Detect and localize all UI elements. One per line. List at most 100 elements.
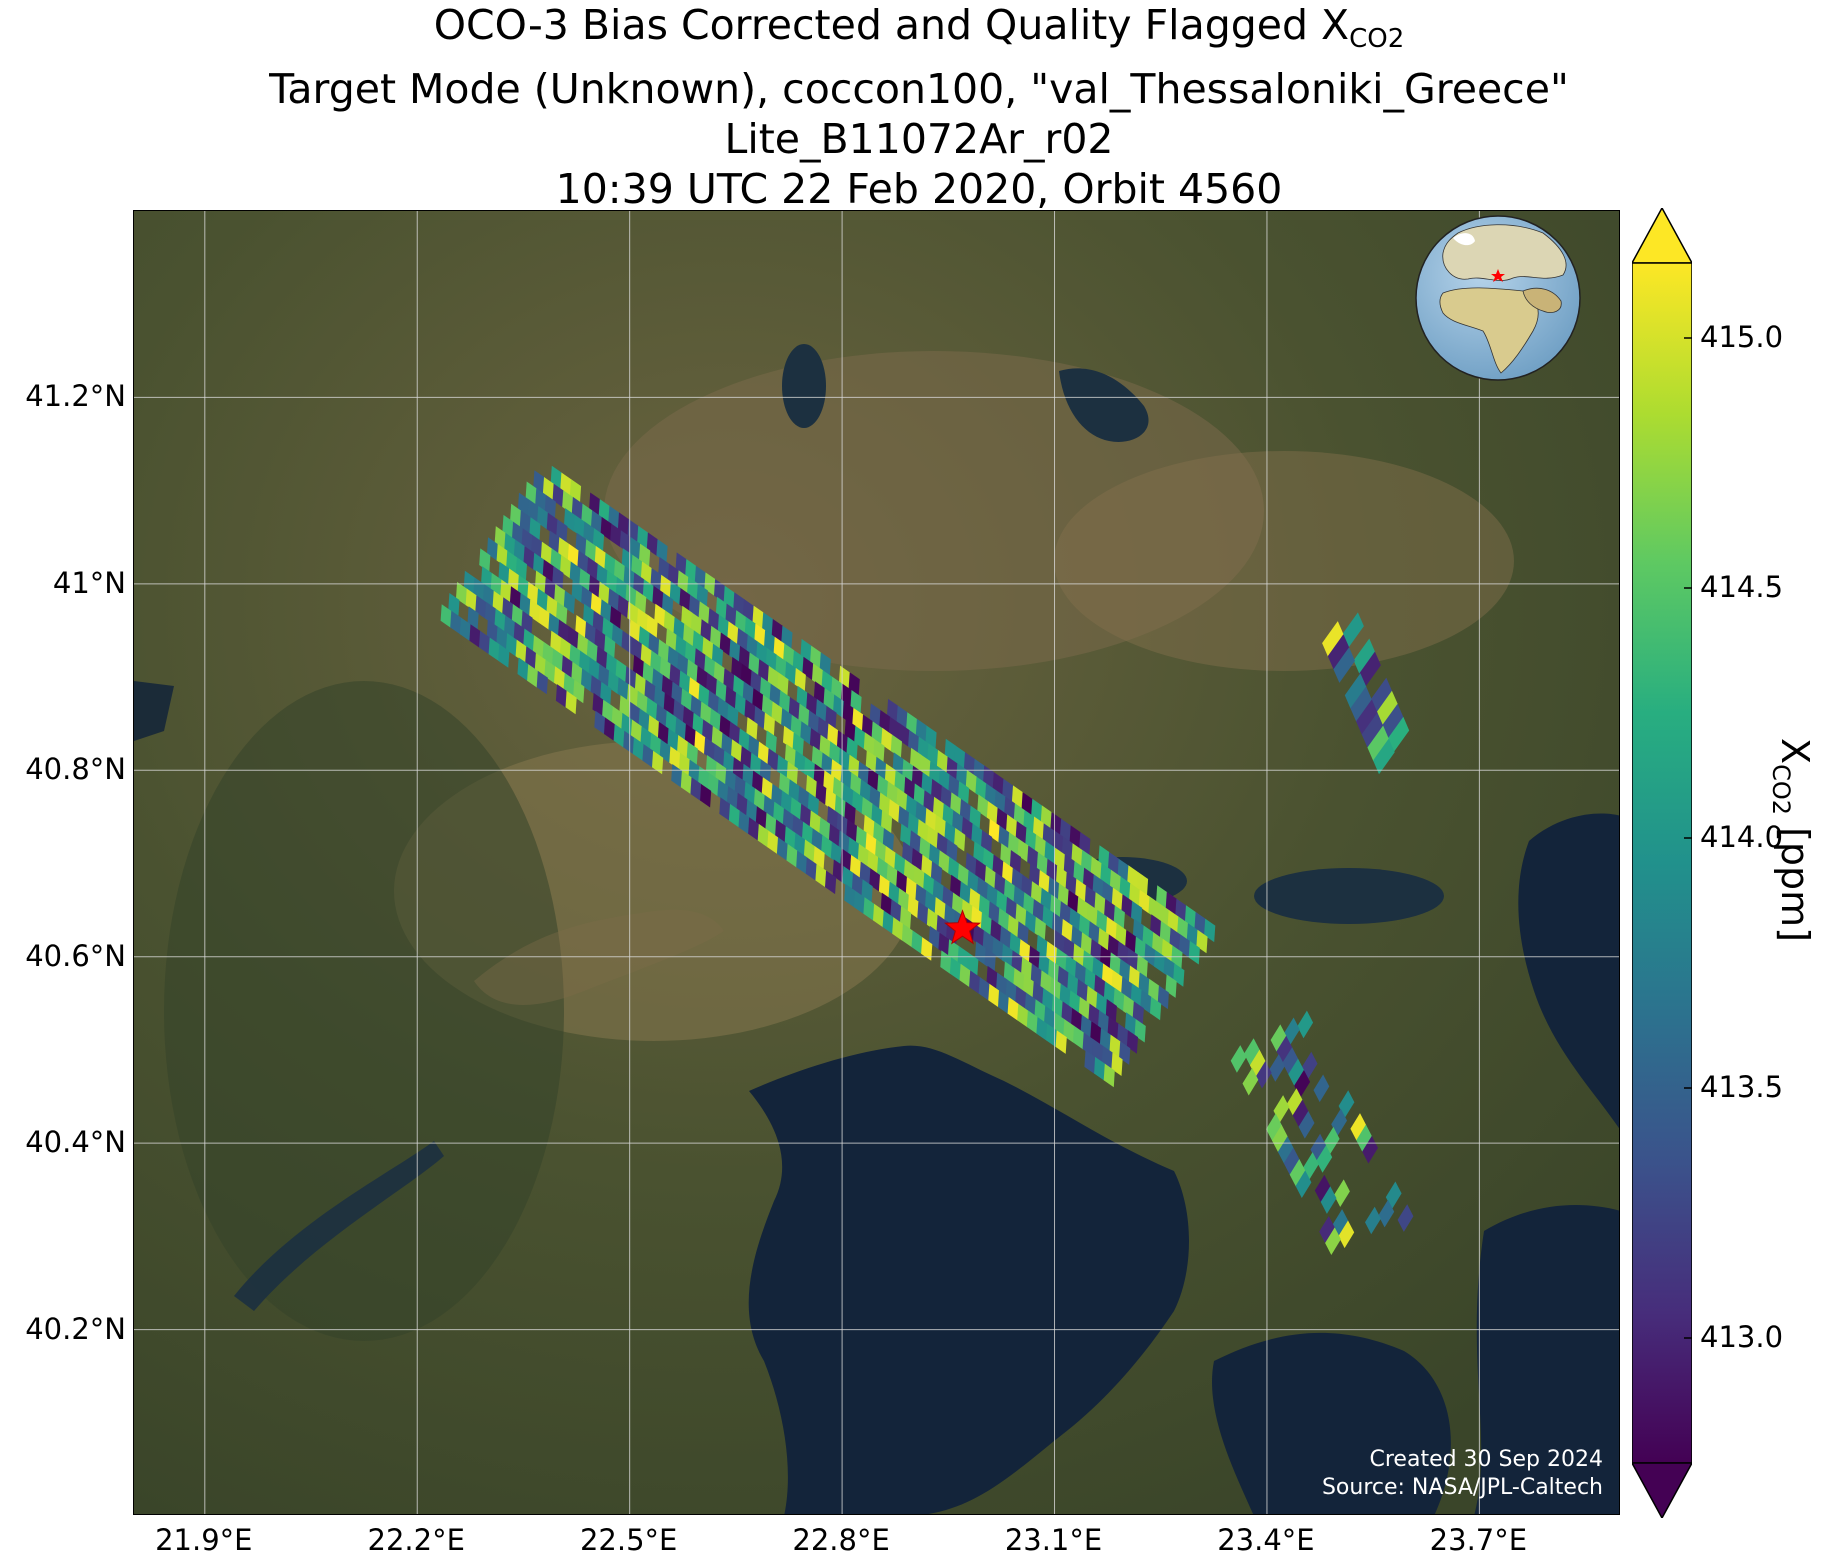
xco2-sounding	[827, 805, 839, 830]
xco2-sounding	[830, 841, 842, 866]
xco2-sounding	[992, 936, 1004, 961]
xco2-sounding	[978, 977, 990, 1001]
xco2-sounding	[517, 575, 529, 599]
xco2-sounding	[862, 714, 874, 739]
lat-tick-label: 41°N	[52, 565, 126, 600]
xco2-sounding	[1284, 1017, 1300, 1046]
xco2-swath	[440, 465, 1414, 1255]
xco2-sounding	[1013, 803, 1025, 827]
xco2-sounding	[929, 761, 941, 785]
xco2-sounding	[1117, 858, 1129, 883]
xco2-sounding	[1188, 940, 1200, 965]
globe-arabia	[1522, 287, 1562, 313]
xco2-sounding	[861, 796, 873, 821]
xco2-sounding	[1177, 916, 1189, 940]
xco2-sounding	[496, 626, 508, 650]
xco2-sounding	[1387, 716, 1410, 753]
map-canvas[interactable]	[134, 211, 1620, 1515]
xco2-sounding	[800, 721, 812, 745]
xco2-sounding	[798, 785, 810, 810]
xco2-sounding	[573, 514, 585, 539]
target-site-marker[interactable]	[944, 909, 981, 945]
xco2-sounding	[809, 810, 821, 834]
xco2-sounding	[1102, 963, 1114, 987]
xco2-sounding	[588, 657, 600, 681]
xco2-sounding	[811, 745, 823, 770]
toroneos-gulf	[1212, 1332, 1451, 1514]
title-line-3: Lite_B11072Ar_r02	[724, 115, 1114, 163]
xco2-sounding	[600, 681, 612, 706]
xco2-sounding	[1273, 1095, 1290, 1123]
lat-tick-label: 40.8°N	[25, 752, 126, 787]
xco2-sounding	[1001, 943, 1014, 968]
xco2-sounding	[752, 688, 764, 712]
xco2-sounding	[754, 623, 766, 647]
xco2-sounding	[796, 685, 808, 710]
xco2-sounding	[896, 705, 908, 730]
xco2-sounding	[1071, 843, 1083, 867]
xco2-sounding	[825, 870, 837, 895]
xco2-sounding	[728, 803, 741, 828]
xco2-sounding	[738, 728, 750, 752]
xco2-sounding	[1338, 1220, 1355, 1249]
xco2-sounding	[683, 623, 695, 648]
xco2-sounding	[564, 508, 576, 532]
xco2-sounding	[1322, 621, 1344, 657]
xco2-sounding	[850, 772, 862, 796]
xco2-sounding	[479, 630, 491, 655]
xco2-sounding	[1076, 979, 1089, 1003]
xco2-sounding	[815, 781, 827, 805]
xco2-sounding	[1196, 929, 1208, 954]
xco2-sounding	[1063, 854, 1075, 878]
xco2-sounding	[529, 599, 541, 624]
map-panel[interactable]: Created 30 Sep 2024 Source: NASA/JPL-Cal…	[133, 210, 1620, 1515]
xco2-sounding	[1301, 1051, 1318, 1080]
title-line-4: 10:39 UTC 22 Feb 2020, Orbit 4560	[555, 165, 1283, 213]
xco2-sounding	[804, 757, 816, 781]
xco2-sounding	[1079, 832, 1091, 856]
xco2-sounding	[1126, 1030, 1138, 1054]
xco2-sounding	[932, 879, 944, 903]
xco2-sounding	[579, 650, 591, 675]
xco2-sounding	[813, 763, 825, 788]
colorbar-extend-min	[1632, 1462, 1692, 1518]
xco2-sounding	[604, 717, 616, 741]
xco2-sounding	[682, 706, 695, 730]
xco2-sounding	[540, 541, 552, 566]
xco2-sounding	[1128, 965, 1141, 990]
xco2-sounding	[948, 856, 960, 881]
xco2-sounding	[869, 868, 881, 892]
xco2-sounding	[1276, 1035, 1293, 1064]
xco2-sounding	[591, 510, 603, 534]
xco2-sounding	[748, 652, 760, 676]
xco2-sounding	[1289, 1159, 1306, 1187]
xco2-sounding	[563, 590, 575, 615]
xco2-sounding	[473, 577, 485, 601]
lon-tick-label: 22.8°E	[792, 1523, 890, 1557]
xco2-sounding	[1179, 934, 1191, 958]
xco2-sounding	[890, 734, 902, 759]
xco2-sounding	[981, 830, 993, 854]
xco2-sounding	[1034, 916, 1046, 941]
xco2-sounding	[1109, 869, 1122, 894]
xco2-sounding	[805, 857, 817, 881]
xco2-sounding	[700, 701, 712, 726]
xco2-sounding	[913, 865, 925, 890]
xco2-sounding	[548, 530, 560, 554]
xco2-sounding	[1269, 1054, 1285, 1082]
lat-tick-label: 41.2°N	[25, 379, 126, 414]
xco2-sounding	[773, 636, 785, 661]
xco2-sounding	[865, 832, 877, 857]
xco2-sounding	[900, 906, 912, 930]
xco2-sounding	[629, 701, 641, 726]
xco2-sounding	[759, 759, 771, 783]
xco2-sounding	[1286, 1088, 1303, 1116]
xco2-sounding	[1083, 867, 1095, 892]
xco2-sounding	[571, 496, 583, 521]
xco2-sounding	[663, 610, 676, 634]
xco2-sounding	[984, 948, 996, 972]
xco2-sounding	[978, 894, 991, 919]
xco2-sounding	[777, 754, 789, 779]
xco2-sounding	[506, 550, 518, 575]
xco2-sounding	[1007, 997, 1019, 1021]
